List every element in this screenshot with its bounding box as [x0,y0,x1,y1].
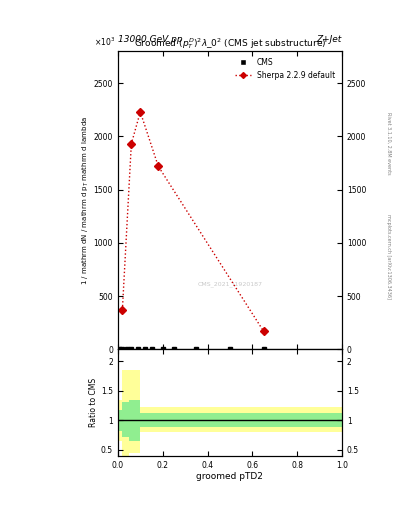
Text: $\times10^3$: $\times10^3$ [94,36,116,48]
Y-axis label: Ratio to CMS: Ratio to CMS [89,378,98,427]
Text: Z+Jet: Z+Jet [317,35,342,44]
Text: CMS_2021_I1920187: CMS_2021_I1920187 [197,281,263,287]
Text: 13000 GeV pp: 13000 GeV pp [118,35,182,44]
Text: mcplots.cern.ch [arXiv:1306.3436]: mcplots.cern.ch [arXiv:1306.3436] [386,214,391,298]
X-axis label: groomed pTD2: groomed pTD2 [196,472,263,481]
Y-axis label: 1 / mathrm dN / mathrm d p$_T$ mathrm d lambda: 1 / mathrm dN / mathrm d p$_T$ mathrm d … [81,116,91,285]
Title: Groomed $(p_T^D)^2\lambda\_0^2$ (CMS jet substructure): Groomed $(p_T^D)^2\lambda\_0^2$ (CMS jet… [134,36,326,51]
Legend: CMS, Sherpa 2.2.9 default: CMS, Sherpa 2.2.9 default [232,55,338,83]
Text: Rivet 3.1.10, 2.8M events: Rivet 3.1.10, 2.8M events [386,112,391,175]
